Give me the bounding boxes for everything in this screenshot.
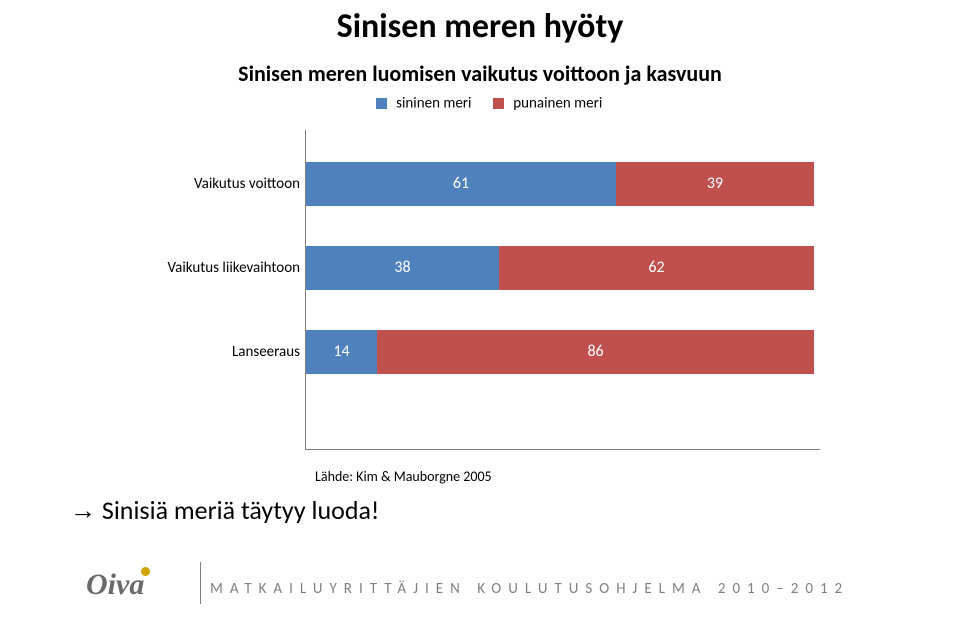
footer-text: MATKAILUYRITTÄJIEN KOULUTUSOHJELMA 2010–… xyxy=(210,580,849,598)
chart-row: Vaikutus liikevaihtoon3862 xyxy=(140,246,820,290)
bar-segment: 39 xyxy=(616,162,814,206)
chart-row: Lanseeraus1486 xyxy=(140,330,820,374)
legend-label-0: sininen meri xyxy=(396,94,471,112)
bar-segment: 86 xyxy=(377,330,814,374)
slide-title: Sinisen meren hyöty xyxy=(0,6,960,47)
bar-segment: 38 xyxy=(306,246,499,290)
logo-text: Oiva xyxy=(86,568,144,601)
footer-divider xyxy=(200,562,201,604)
bar: 6139 xyxy=(306,162,820,206)
arrow-icon: → xyxy=(70,495,96,525)
category-label: Vaikutus voittoon xyxy=(120,162,300,206)
logo-dot-icon xyxy=(141,567,150,576)
chart-subtitle: Sinisen meren luomisen vaikutus voittoon… xyxy=(0,60,960,87)
bar: 3862 xyxy=(306,246,820,290)
bar-chart: Vaikutus voittoon6139 Vaikutus liikevaiht… xyxy=(140,130,820,450)
logo: Oiva xyxy=(86,567,150,602)
bar-segment: 61 xyxy=(306,162,616,206)
category-label: Vaikutus liikevaihtoon xyxy=(120,246,300,290)
chart-row: Vaikutus voittoon6139 xyxy=(140,162,820,206)
conclusion-line: → Sinisiä meriä täytyy luoda! xyxy=(70,494,379,526)
legend-label-1: punainen meri xyxy=(513,94,602,112)
bar: 1486 xyxy=(306,330,820,374)
conclusion-text: Sinisiä meriä täytyy luoda! xyxy=(102,494,380,526)
bar-segment: 14 xyxy=(306,330,377,374)
axis-x xyxy=(305,449,820,450)
legend: sininen meri punainen meri xyxy=(0,94,960,112)
bar-segment: 62 xyxy=(499,246,814,290)
source-line: Lähde: Kim & Mauborgne 2005 xyxy=(315,468,492,485)
legend-swatch-0 xyxy=(376,98,387,109)
category-label: Lanseeraus xyxy=(120,330,300,374)
legend-swatch-1 xyxy=(493,98,504,109)
